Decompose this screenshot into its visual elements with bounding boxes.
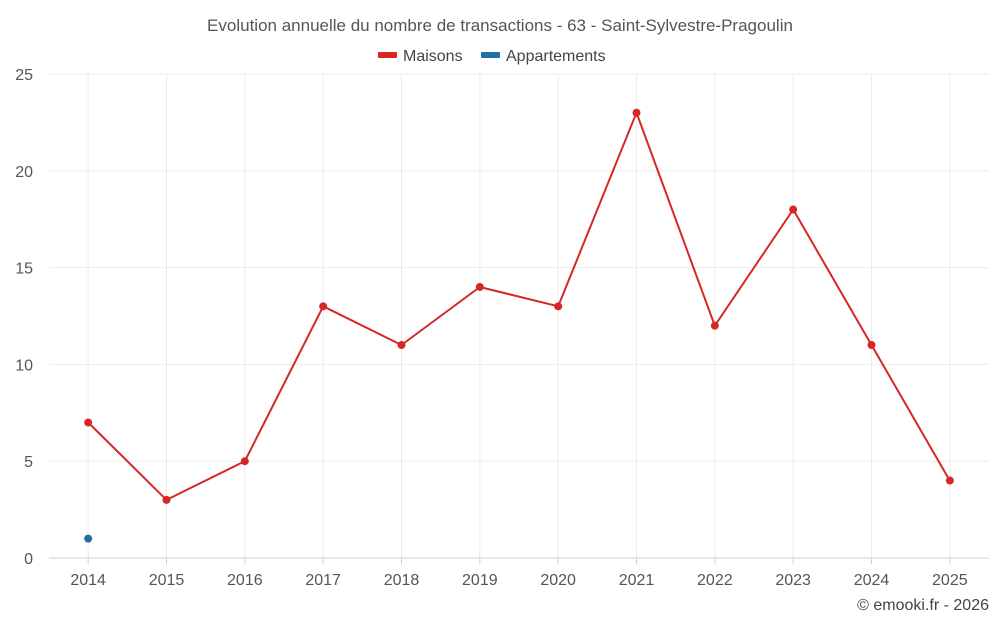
x-tick-label: 2015: [149, 572, 185, 589]
y-tick-label: 0: [24, 551, 33, 568]
data-point-maisons-2019[interactable]: [475, 282, 484, 291]
y-tick-label: 10: [15, 357, 33, 374]
x-tick-label: 2023: [775, 572, 811, 589]
x-tick-label: 2024: [854, 572, 890, 589]
data-point-maisons-2025[interactable]: [945, 476, 954, 485]
legend-label-appartements: Appartements: [506, 48, 606, 65]
x-tick-label: 2017: [305, 572, 341, 589]
grid: [49, 73, 989, 558]
legend: Maisons Appartements: [378, 48, 606, 65]
data-point-maisons-2020[interactable]: [554, 302, 563, 311]
x-tick-label: 2014: [70, 572, 106, 589]
data-point-maisons-2022[interactable]: [710, 321, 719, 330]
y-tick-label: 25: [15, 67, 33, 84]
x-tick-label: 2021: [619, 572, 655, 589]
data-point-maisons-2024[interactable]: [867, 341, 876, 350]
data-point-maisons-2021[interactable]: [632, 108, 641, 117]
x-tick-label: 2018: [384, 572, 420, 589]
y-tick-label: 20: [15, 164, 33, 181]
data-point-appartements-2014[interactable]: [84, 534, 93, 543]
x-tick-label: 2022: [697, 572, 733, 589]
x-tick-label: 2019: [462, 572, 498, 589]
series-appartements: [84, 534, 93, 543]
legend-swatch-maisons: [378, 52, 397, 58]
x-tick-label: 2020: [540, 572, 576, 589]
series-line-maisons: [87, 111, 951, 501]
series-maisons: [84, 108, 954, 504]
y-tick-label: 15: [15, 261, 33, 278]
legend-swatch-appartements: [481, 52, 500, 58]
series: [84, 108, 954, 543]
legend-label-maisons: Maisons: [403, 48, 463, 65]
x-tick-label: 2025: [932, 572, 968, 589]
data-point-maisons-2018[interactable]: [397, 341, 406, 350]
data-point-maisons-2014[interactable]: [84, 418, 93, 427]
data-point-maisons-2016[interactable]: [240, 457, 249, 466]
legend-item-appartements[interactable]: Appartements: [481, 48, 606, 65]
y-tick-label: 5: [24, 454, 33, 471]
legend-item-maisons[interactable]: Maisons: [378, 48, 463, 65]
data-point-maisons-2023[interactable]: [789, 205, 798, 214]
data-point-maisons-2017[interactable]: [319, 302, 328, 311]
x-tick-label: 2016: [227, 572, 263, 589]
data-point-maisons-2015[interactable]: [162, 495, 171, 504]
chart-title: Evolution annuelle du nombre de transact…: [207, 16, 793, 35]
credit-text: © emooki.fr - 2026: [857, 597, 989, 614]
